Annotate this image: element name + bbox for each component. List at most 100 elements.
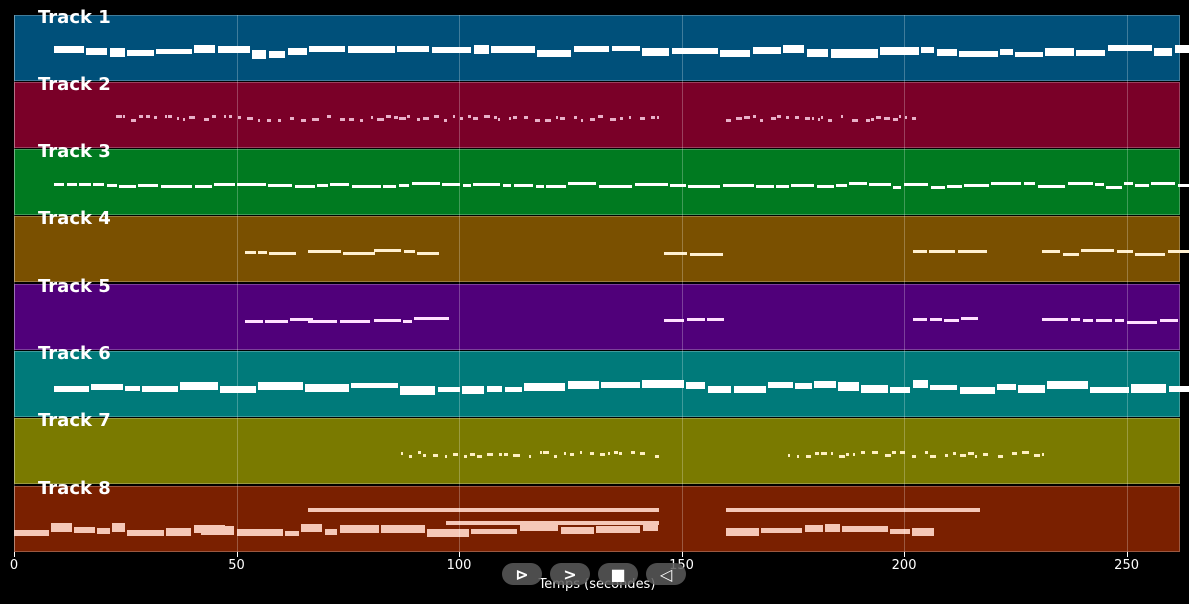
note <box>502 183 512 187</box>
sustained-note <box>726 508 980 512</box>
x-tick <box>904 552 906 557</box>
note <box>494 115 497 119</box>
note <box>1076 50 1106 56</box>
stop-button[interactable]: ■ <box>598 563 638 585</box>
note <box>848 181 867 185</box>
note <box>944 453 948 457</box>
note <box>568 181 597 185</box>
note <box>317 183 329 187</box>
note <box>1131 383 1167 393</box>
note <box>247 116 254 120</box>
note <box>613 450 619 454</box>
note <box>852 452 855 456</box>
note <box>400 385 436 395</box>
note <box>634 182 668 186</box>
note <box>1062 252 1079 256</box>
playback-controls: ⊳ > ■ ◁ <box>502 563 686 585</box>
note <box>417 450 421 454</box>
note <box>498 117 501 121</box>
note <box>1134 183 1149 187</box>
note <box>642 48 670 56</box>
note <box>491 45 536 53</box>
note <box>544 118 552 122</box>
note <box>991 181 1022 185</box>
note <box>1151 181 1176 185</box>
note <box>936 48 957 56</box>
note <box>127 530 164 536</box>
note <box>564 451 567 455</box>
next-button[interactable]: > <box>550 563 590 585</box>
note <box>872 450 879 454</box>
note <box>905 115 908 119</box>
note <box>179 382 218 390</box>
note <box>468 114 472 118</box>
note <box>513 453 520 457</box>
note <box>431 47 472 53</box>
note <box>777 114 781 118</box>
note <box>960 453 967 457</box>
note <box>146 114 150 118</box>
note <box>722 183 754 187</box>
note <box>381 525 426 533</box>
note <box>569 452 575 456</box>
note <box>619 451 622 455</box>
note <box>433 114 440 118</box>
track-label: Track 3 <box>38 141 111 162</box>
note <box>1015 51 1044 57</box>
note <box>767 382 793 388</box>
note <box>183 117 186 121</box>
note <box>176 116 179 120</box>
note <box>245 319 263 323</box>
note <box>524 383 566 391</box>
note <box>397 46 430 52</box>
note <box>610 117 617 121</box>
note <box>307 319 338 323</box>
note <box>167 114 173 118</box>
gridline <box>14 15 15 552</box>
note <box>1070 317 1081 321</box>
note <box>408 454 412 458</box>
note <box>93 182 105 186</box>
note <box>726 528 760 536</box>
note <box>54 386 89 392</box>
x-tick-label: 250 <box>1114 558 1140 573</box>
note <box>795 383 812 389</box>
note <box>912 380 928 388</box>
play-button[interactable]: ⊳ <box>502 563 542 585</box>
note <box>164 114 167 118</box>
note <box>189 115 195 119</box>
note <box>96 528 110 534</box>
note <box>890 528 910 534</box>
note <box>596 525 641 533</box>
note <box>347 45 396 53</box>
note <box>959 386 996 394</box>
x-tick-label: 100 <box>446 558 472 573</box>
note <box>401 451 404 455</box>
note <box>875 115 881 119</box>
note <box>898 114 902 118</box>
note <box>761 527 803 533</box>
track-lane <box>14 284 1180 350</box>
note <box>504 452 509 456</box>
note <box>1090 387 1129 393</box>
previous-button[interactable]: ◁ <box>646 563 686 585</box>
note <box>268 50 286 58</box>
note <box>620 116 624 120</box>
note <box>560 526 594 534</box>
note <box>269 251 296 255</box>
track-lane <box>14 418 1180 484</box>
note <box>797 454 800 458</box>
note <box>519 525 559 531</box>
note <box>294 184 315 188</box>
note <box>534 118 541 122</box>
note <box>598 114 603 118</box>
note <box>214 182 235 186</box>
note <box>258 118 261 122</box>
note <box>841 526 888 532</box>
note <box>841 114 844 118</box>
note <box>824 524 840 532</box>
note <box>579 450 583 454</box>
note <box>961 316 979 320</box>
x-tick-label: 200 <box>891 558 917 573</box>
note <box>788 453 791 457</box>
